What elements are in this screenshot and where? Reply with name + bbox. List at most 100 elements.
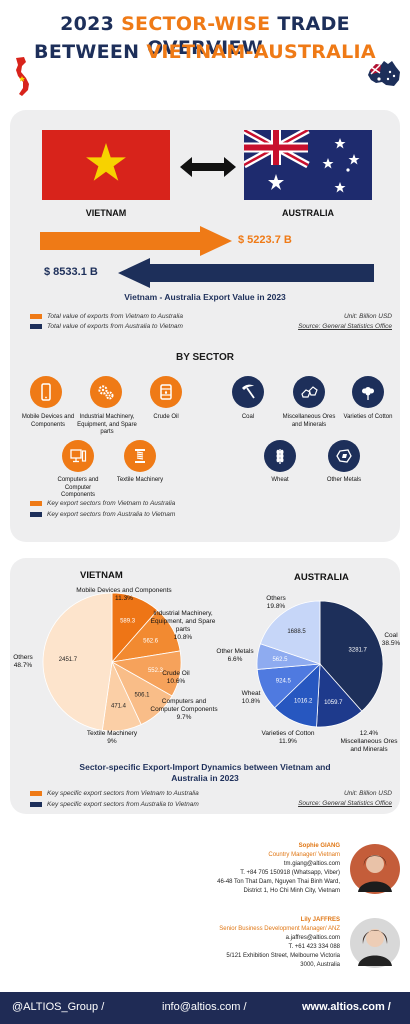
sector-label-textile: Textile Machinery [116,477,164,483]
pie-value-label: 471.4 [111,704,127,710]
contact-address: 5/121 Exhibition Street, Melbourne Victo… [226,953,340,959]
sector-crude-oil [150,376,182,408]
footer: @ALTIOS_Group / info@altios.com / www.al… [0,992,410,1024]
pie-slice [259,600,321,665]
cotton-icon [352,376,384,408]
sector-label-metals: Other Metals [326,477,362,483]
sector-machinery [90,376,122,408]
wheat-icon [264,440,296,472]
legend-item-vn-specific: Key specific export sectors from Vietnam… [30,790,199,797]
sector-label-computers: Computers and Computer Components [57,477,99,498]
pickaxe-icon [232,376,264,408]
au-export-value: $ 8533.1 B [44,266,98,278]
vietnam-pie-chart: 589.3 562.6 552.3 506.1 471.4 2451.7 [42,592,182,732]
australia-pie-title: AUSTRALIA [294,572,349,583]
pie-slice [42,592,113,731]
legend-item-au-sectors: Key export sectors from Australia to Vie… [30,511,175,518]
overview-source: Source: General Statistics Office [298,323,392,330]
au-label-ores: 12.4% Miscellaneous Ores and Minerals [340,730,398,753]
gears-icon [90,376,122,408]
au-label-other-metals: Other Metals 6.6% [216,648,254,663]
footer-website[interactable]: www.altios.com / [302,1001,391,1013]
double-arrow-icon [180,157,236,177]
sector-wheat [264,440,296,472]
ore-icon [293,376,325,408]
sector-label-coal: Coal [241,414,255,420]
footer-email[interactable]: info@altios.com / [162,1001,247,1013]
vn-label-others: Others 48.7% [13,654,33,669]
contact-phone[interactable]: T. +61 423 334 088 [288,944,340,950]
pie-value-label: 3281.7 [349,648,368,654]
vn-export-value: $ 5223.7 B [238,234,292,246]
footer-social[interactable]: @ALTIOS_Group / [12,1001,105,1013]
contact-phone[interactable]: T. +84 705 150918 (Whatsapp, Viber) [240,870,340,876]
australia-label: AUSTRALIA [282,208,334,218]
computer-icon [62,440,94,472]
sector-coal [232,376,264,408]
australia-flag [242,126,372,200]
pie-value-label: 1016.2 [294,699,313,705]
contact-role: Senior Business Development Manager/ ANZ [219,926,340,932]
contact-email[interactable]: tm.giang@altios.com [283,861,340,867]
overview-caption: Vietnam - Australia Export Value in 2023 [124,292,286,302]
sector-legend: Key export sectors from Vietnam to Austr… [30,500,175,518]
page-title: 2023 SECTOR-WISE TRADE OVERVIEW [60,13,350,59]
phone-icon [30,376,62,408]
overview-unit: Unit: Billion USD [343,313,392,320]
contact-email[interactable]: a.jaffres@altios.com [285,935,340,941]
sector-label-machinery: Industrial Machinery, Equipment, and Spa… [77,414,137,435]
pie-value-label: 1059.7 [324,700,343,706]
sector-label-crude-oil: Crude Oil [153,414,179,420]
sector-mobile [30,376,62,408]
vietnam-flag [42,130,170,200]
legend-item-vn: Total value of exports from Vietnam to A… [30,313,183,320]
pie-slice [319,600,384,712]
vietnam-map-icon [16,57,29,96]
metal-icon [328,440,360,472]
contact-role: Country Manager/ Vietnam [268,852,340,858]
vn-export-arrow [40,226,232,256]
contact-lily: Lily JAFFRES Senior Business Development… [140,916,340,970]
sector-cotton [352,376,384,408]
contact-sophie: Sophie GIANG Country Manager/ Vietnam tm… [140,842,340,896]
flag-star-icon [86,143,126,181]
page-subtitle: BETWEEN VIETNAM-AUSTRALIA [34,41,376,63]
sector-metals [328,440,360,472]
au-label-cotton: Varieties of Cotton 11.9% [261,730,315,745]
sector-label-wheat: Wheat [271,477,289,483]
pie-legend: Key specific export sectors from Vietnam… [30,790,199,808]
barrel-icon [150,376,182,408]
au-label-others: Others 19.8% [266,595,286,610]
legend-item-vn-sectors: Key export sectors from Vietnam to Austr… [30,500,175,507]
vn-label-machinery: Industrial Machinery, Equipment, and Spa… [150,610,216,641]
spool-icon [124,440,156,472]
contact-address: District 1, Ho Chi Minh City, Vietnam [243,888,340,894]
sector-label-cotton: Varieties of Cotton [343,414,393,420]
australia-map-icon [368,61,400,86]
contact-name: Lily JAFFRES [300,917,340,923]
sector-computers [62,440,94,472]
pie-value-label: 589.3 [120,619,136,625]
pie-value-label: 924.5 [276,679,292,685]
pie-value-label: 562.6 [143,639,159,645]
au-label-wheat: Wheat 10.8% [241,690,261,705]
vietnam-label: VIETNAM [85,208,127,218]
pie-value-label: 506.1 [134,692,150,698]
contact-address: 46-48 Ton That Dam, Nguyen Thai Binh War… [217,879,340,885]
pie-unit: Unit: Billion USD [343,790,392,797]
vn-label-crude-oil: Crude Oil 10.6% [162,670,190,685]
pie-value-label: 562.5 [272,657,288,663]
pie-value-label: 1688.5 [287,629,306,635]
pie-value-label: 2451.7 [59,657,78,663]
contact-name: Sophie GIANG [298,843,340,849]
vn-label-computers: Computers and Computer Components 9.7% [150,698,218,721]
sector-label-ores: Miscellaneous Ores and Minerals [282,414,336,428]
overview-legend: Total value of exports from Vietnam to A… [30,313,183,330]
au-export-arrow [118,258,374,288]
by-sector-heading: BY SECTOR [176,352,234,363]
vietnam-pie-title: VIETNAM [80,570,123,581]
australia-pie-chart: 3281.7 1059.7 1016.2 924.5 562.5 1688.5 [256,600,384,728]
legend-item-au-specific: Key specific export sectors from Austral… [30,801,199,808]
sector-label-mobile: Mobile Devices and Components [21,414,75,428]
contact-address: 3000, Australia [300,962,340,968]
